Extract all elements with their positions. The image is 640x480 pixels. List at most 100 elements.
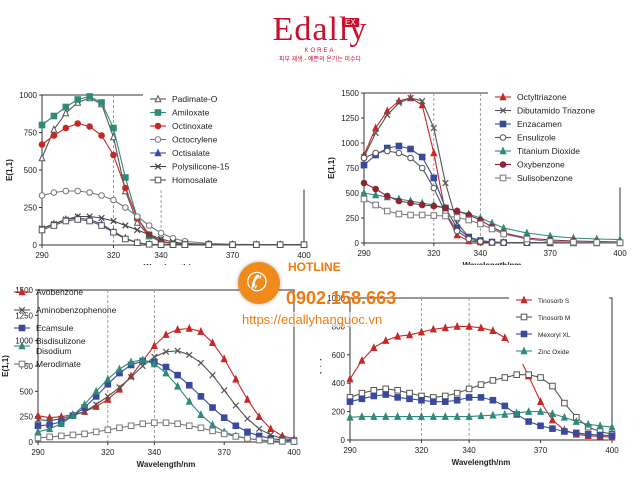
data-point [383,207,391,215]
y-tick-label: 750 [20,362,34,371]
data-point [394,387,401,394]
data-point [616,239,624,246]
data-point [536,407,545,415]
data-point [430,184,438,192]
chart-top-right: 0 250 500 750 1000 1250 1500 290 320 340 370 400 Wav… [327,89,628,265]
y-tick-label: 1000 [341,139,359,148]
data-point [608,422,616,431]
data-point [162,368,170,377]
x-tick-label: 340 [462,446,476,455]
legend-marker [499,120,507,128]
data-point [489,396,497,404]
phone-icon[interactable]: ✆ [246,267,268,297]
data-point [372,190,380,199]
data-point [255,425,263,433]
data-point [442,204,449,212]
legend-label: Mexoryl XL [538,332,571,339]
data-point [267,424,275,433]
data-point [150,341,158,350]
data-point [220,430,228,438]
data-point [220,387,228,394]
legend-label: Disodium [36,346,71,356]
data-point [244,415,251,422]
data-point [57,419,65,428]
legend-marker [499,92,507,101]
data-point [372,201,379,209]
data-point [596,431,604,439]
legend-label: Octyltriazone [517,92,567,102]
data-point [86,123,93,130]
data-point [62,217,70,225]
data-point [418,211,426,219]
series-tinosorb-m [346,371,616,438]
legend-marker [154,94,162,103]
data-point [596,421,604,430]
y-tick-label: 250 [346,214,360,223]
data-point [417,412,426,420]
data-point [453,230,461,239]
data-point [405,330,414,339]
data-point [157,241,165,248]
data-point [453,214,461,221]
y-axis-label: E(1,1) [5,159,14,181]
data-point [220,354,228,363]
data-point [174,420,181,428]
data-point [418,164,426,172]
x-tick-label: 320 [427,249,441,258]
data-point [394,412,402,420]
legend-marker [520,330,528,338]
data-point [127,357,135,366]
data-point [370,387,378,394]
legend-label: Merodimate [36,359,81,369]
data-point [133,239,141,247]
brand-country: KOREA [304,48,336,54]
data-point [360,195,368,203]
data-point [346,374,354,383]
data-point [110,196,117,204]
legend-label: Tinosorb M [538,315,570,322]
data-point [407,211,414,219]
data-point [383,192,391,200]
data-point [267,437,275,445]
data-point [127,422,135,430]
data-point [465,235,473,243]
x-tick-label: 290 [343,446,357,455]
data-point [74,120,82,127]
y-tick-label: 500 [24,166,38,175]
y-tick-label: 1500 [15,286,33,295]
data-point [570,238,577,246]
y-tick-label: 400 [332,379,346,388]
data-point [50,112,58,120]
data-point [500,239,507,246]
brand-name: Edally [272,11,368,48]
hotline-phone[interactable]: 0902.158.663 [286,288,397,308]
data-point [162,330,170,338]
brand-logo: Edally EX KOREA 피부 재생 - 예쁜의 온기는 미수다 [250,12,390,82]
data-point [525,418,532,425]
data-point [145,240,153,248]
data-point [370,392,378,400]
data-point [407,199,414,207]
data-point [358,395,366,403]
y-axis-label: E(1,1) [1,355,10,377]
data-point [430,124,438,132]
hotline-url[interactable]: https://edallyhanquoc.vn [242,312,383,327]
legend-label: Amiloxate [172,108,210,118]
data-point [243,394,252,403]
legend-label: Octocrylene [172,135,218,145]
legend-marker [18,341,26,350]
legend-marker [18,306,26,314]
data-point [86,93,93,100]
data-point [209,404,216,411]
data-point [110,228,117,236]
hotline-circle[interactable] [238,262,280,304]
legend-marker [499,174,507,182]
data-point [536,397,545,405]
data-point [157,229,165,237]
y-tick-label: 600 [332,351,346,360]
data-point [145,231,153,238]
data-point [209,427,216,435]
data-point [593,239,601,246]
data-point [407,154,414,162]
data-point [38,121,46,129]
